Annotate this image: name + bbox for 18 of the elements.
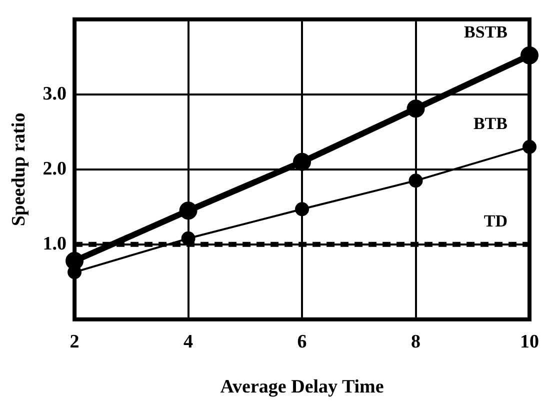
series-label: BSTB xyxy=(464,22,508,42)
series-label: BTB xyxy=(473,114,508,133)
x-tick-label: 4 xyxy=(184,332,194,353)
point xyxy=(179,202,198,220)
point xyxy=(408,174,423,188)
y-tick-label: 2.0 xyxy=(42,158,67,180)
y-tick-label: 3.0 xyxy=(42,83,67,104)
series-label: TD xyxy=(484,211,508,230)
x-tick-label: 8 xyxy=(411,332,421,353)
x-tick-label: 6 xyxy=(297,332,307,353)
point xyxy=(295,202,310,216)
point xyxy=(293,152,312,171)
x-axis-title: Average Delay Time xyxy=(220,376,384,398)
y-tick-label: 1.0 xyxy=(42,233,67,254)
x-tick-label: 2 xyxy=(70,332,80,353)
x-tick-label: 10 xyxy=(520,332,539,353)
point xyxy=(406,100,425,118)
y-axis-title: Speedup ratio xyxy=(8,112,30,226)
